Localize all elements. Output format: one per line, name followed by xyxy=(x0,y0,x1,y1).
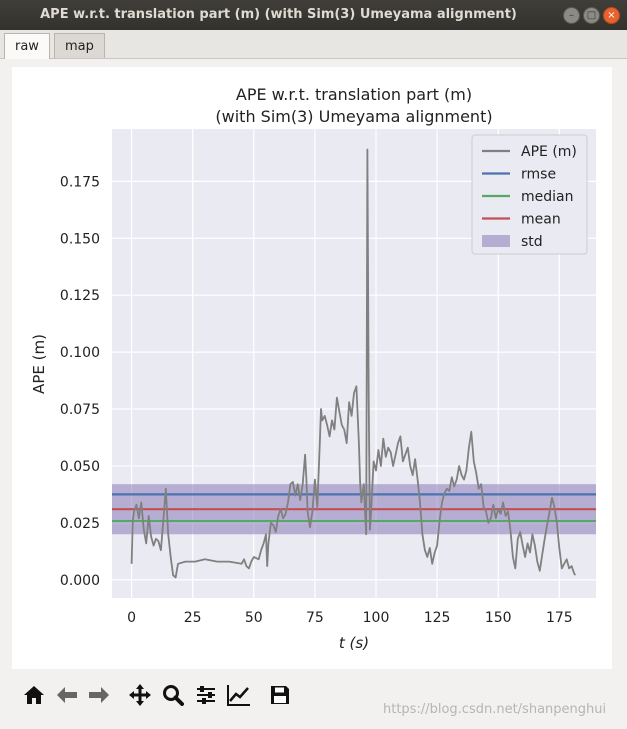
window-title: APE w.r.t. translation part (m) (with Si… xyxy=(40,7,517,22)
legend-label: mean xyxy=(521,212,561,228)
subplots-configure-icon[interactable] xyxy=(193,682,219,708)
statistics-layer xyxy=(112,484,596,535)
maximize-icon[interactable]: □ xyxy=(583,7,600,24)
y-tick-label: 0.075 xyxy=(60,402,100,418)
tab-raw[interactable]: raw xyxy=(4,33,50,59)
x-tick-label: 175 xyxy=(546,610,573,626)
y-tick-label: 0.100 xyxy=(60,345,100,361)
y-tick-label: 0.175 xyxy=(60,174,100,190)
window-titlebar[interactable]: APE w.r.t. translation part (m) (with Si… xyxy=(0,0,627,30)
back-arrow-icon[interactable] xyxy=(54,682,80,708)
x-tick-label: 25 xyxy=(184,610,202,626)
legend-label: std xyxy=(521,234,543,250)
legend-box xyxy=(471,134,588,255)
y-tick-label: 0.025 xyxy=(60,516,100,532)
chart-title-line-1: APE w.r.t. translation part (m) xyxy=(236,85,472,104)
x-tick-label: 100 xyxy=(363,610,390,626)
chart-legend: APE (m) rmse median mean std xyxy=(471,134,588,255)
legend-label: median xyxy=(521,189,573,205)
navigation-toolbar xyxy=(0,672,627,720)
edit-curves-icon[interactable] xyxy=(226,682,252,708)
chart-title-line-2: (with Sim(3) Umeyama alignment) xyxy=(215,107,492,126)
y-axis-label: APE (m) xyxy=(30,334,48,394)
x-tick-label: 0 xyxy=(127,610,136,626)
series-line-ape xyxy=(130,148,576,579)
forward-arrow-icon[interactable] xyxy=(86,682,112,708)
close-icon[interactable]: × xyxy=(603,7,620,24)
x-axis-label: t (s) xyxy=(339,634,369,652)
minimize-icon[interactable]: – xyxy=(563,7,580,24)
x-tick-label: 150 xyxy=(485,610,512,626)
pan-move-icon[interactable] xyxy=(127,682,153,708)
x-tick-label: 50 xyxy=(245,610,263,626)
y-tick-label: 0.050 xyxy=(60,459,100,475)
y-tick-label: 0.125 xyxy=(60,288,100,304)
tab-map[interactable]: map xyxy=(54,33,105,58)
home-icon[interactable] xyxy=(21,682,47,708)
legend-label: rmse xyxy=(521,167,556,183)
legend-swatch-std xyxy=(482,235,510,247)
legend-label: APE (m) xyxy=(521,144,577,160)
tab-bar: raw map xyxy=(0,30,627,59)
y-tick-label: 0.150 xyxy=(60,231,100,247)
zoom-magnifier-icon[interactable] xyxy=(160,682,186,708)
tick-labels: 0 25 50 75 100 125 150 175 0.000 0.025 0.050 0.075 0… xyxy=(60,174,573,626)
x-tick-label: 125 xyxy=(424,610,451,626)
figure-canvas[interactable]: 0 25 50 75 100 125 150 175 0.000 0.025 0.050 0.075 0… xyxy=(12,67,612,669)
watermark-text: https://blog.csdn.net/shanpenghui xyxy=(383,702,607,717)
ape-chart: 0 25 50 75 100 125 150 175 0.000 0.025 0.050 0.075 0… xyxy=(30,85,596,652)
save-floppy-icon[interactable] xyxy=(267,682,293,708)
y-tick-label: 0.000 xyxy=(60,573,100,589)
x-tick-label: 75 xyxy=(306,610,324,626)
